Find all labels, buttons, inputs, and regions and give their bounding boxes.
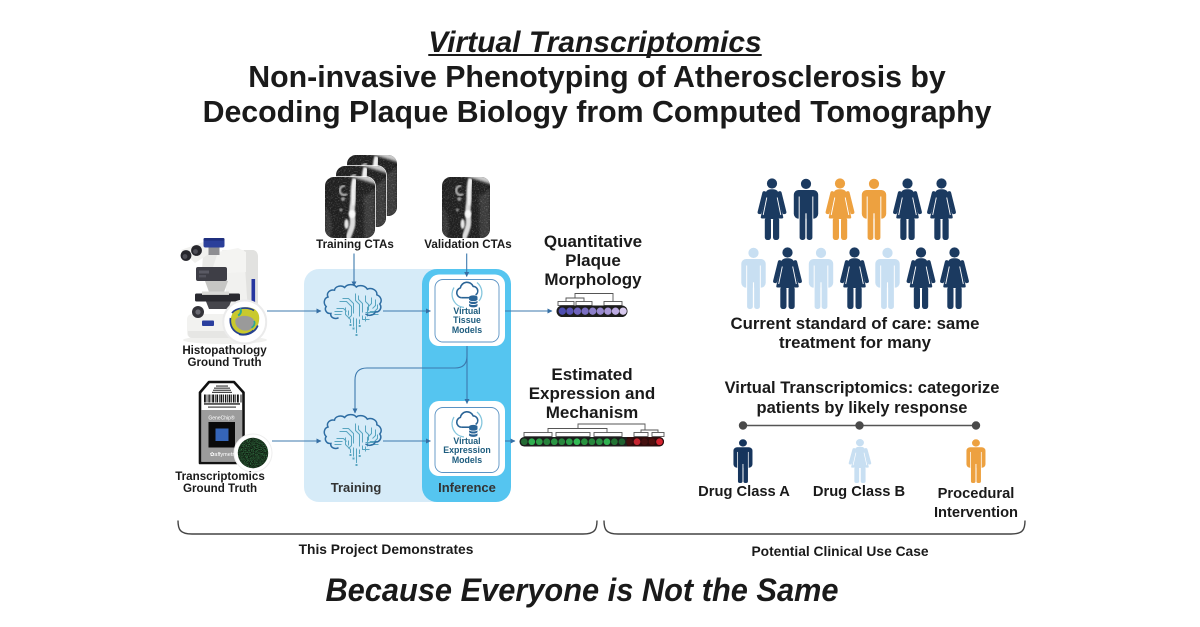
svg-text:✿affymetrix: ✿affymetrix <box>210 451 239 458</box>
svg-text:GeneChip®: GeneChip® <box>208 415 235 422</box>
